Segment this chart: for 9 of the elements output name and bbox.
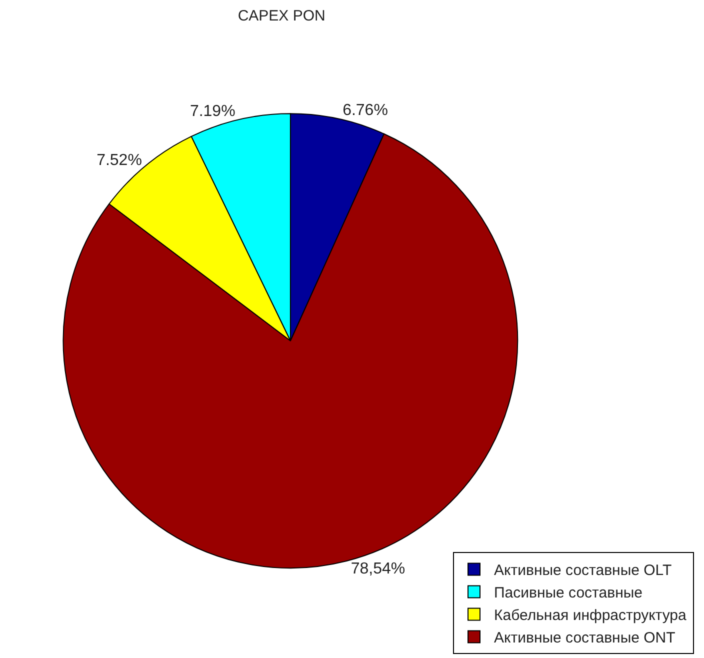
- legend-label: Кабельная инфраструктура: [494, 607, 688, 624]
- data-label: 7.19%: [190, 102, 236, 120]
- data-label: 6.76%: [342, 102, 388, 120]
- data-label: 7.52%: [96, 152, 142, 169]
- legend-label: Активные составные OLT: [494, 562, 672, 580]
- legend-label: Активные составные ONT: [494, 630, 676, 647]
- data-label: 78,54%: [350, 560, 406, 578]
- chart-title: CAPEX PON: [238, 7, 326, 24]
- legend-label: Пасивные составные: [494, 584, 642, 602]
